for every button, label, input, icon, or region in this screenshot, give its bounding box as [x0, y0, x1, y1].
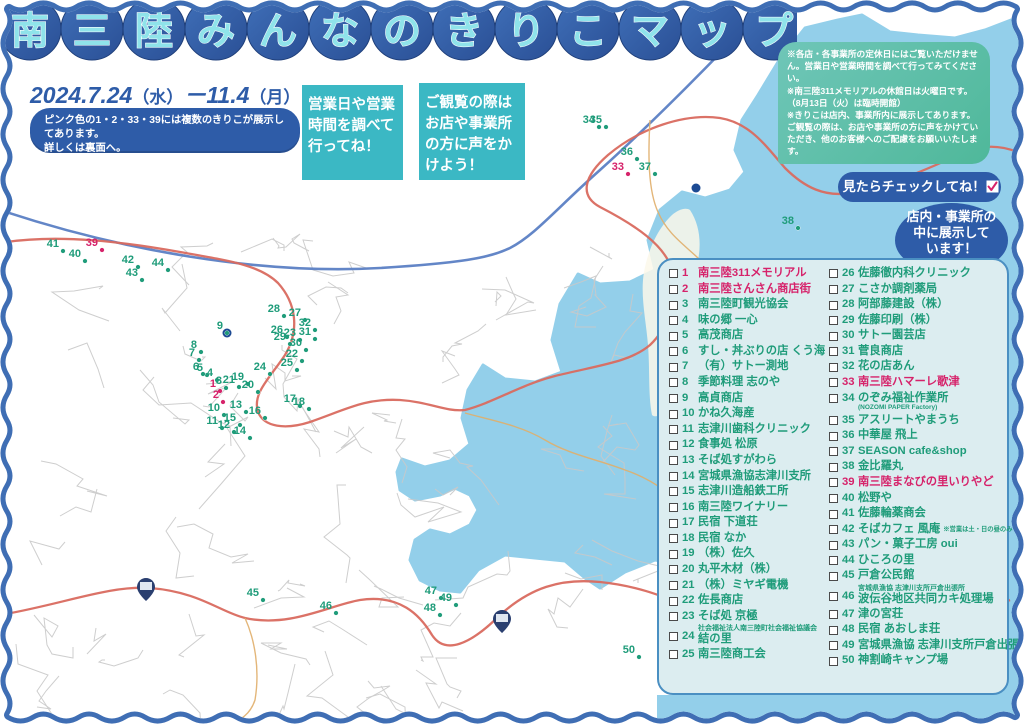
svg-text:49: 49 [440, 592, 452, 604]
svg-text:16: 16 [249, 405, 261, 417]
svg-text:39: 39 [86, 237, 98, 249]
svg-text:10: 10 [208, 402, 220, 414]
svg-text:11: 11 [206, 415, 218, 427]
svg-text:35: 35 [590, 114, 602, 126]
svg-text:6: 6 [193, 361, 199, 373]
svg-text:南: 南 [11, 11, 49, 53]
svg-text:き: き [445, 11, 483, 53]
svg-text:21: 21 [223, 374, 235, 386]
svg-text:25: 25 [281, 357, 293, 369]
svg-text:20: 20 [242, 379, 254, 391]
svg-text:ん: ん [259, 11, 297, 53]
svg-text:15: 15 [224, 412, 236, 424]
svg-text:の: の [383, 11, 421, 53]
svg-text:8: 8 [191, 339, 197, 351]
svg-text:50: 50 [623, 644, 635, 656]
svg-text:陸: 陸 [135, 11, 173, 53]
svg-text:38: 38 [782, 215, 794, 227]
svg-text:45: 45 [247, 587, 259, 599]
svg-text:2: 2 [213, 389, 219, 401]
svg-text:み: み [197, 11, 235, 53]
svg-text:44: 44 [152, 257, 165, 269]
svg-text:マ: マ [631, 11, 669, 53]
svg-text:41: 41 [47, 238, 59, 250]
svg-text:28: 28 [268, 303, 280, 315]
svg-text:9: 9 [217, 320, 223, 332]
svg-text:18: 18 [293, 396, 305, 408]
svg-text:48: 48 [424, 602, 436, 614]
svg-text:な: な [321, 11, 359, 53]
svg-text:36: 36 [621, 146, 633, 158]
svg-text:3: 3 [216, 375, 222, 387]
svg-text:30: 30 [290, 337, 302, 349]
svg-text:24: 24 [254, 361, 267, 373]
svg-text:47: 47 [425, 585, 437, 597]
svg-text:ッ: ッ [693, 11, 731, 53]
svg-text:37: 37 [639, 161, 651, 173]
svg-text:13: 13 [230, 399, 242, 411]
svg-text:40: 40 [69, 248, 81, 260]
svg-text:三: 三 [73, 11, 111, 53]
svg-text:43: 43 [126, 267, 138, 279]
svg-text:33: 33 [612, 161, 624, 173]
svg-text:こ: こ [569, 11, 607, 53]
svg-text:32: 32 [299, 317, 311, 329]
svg-text:29: 29 [274, 331, 286, 343]
svg-text:4: 4 [207, 367, 214, 379]
svg-text:り: り [507, 11, 545, 53]
svg-text:46: 46 [320, 600, 332, 612]
svg-text:14: 14 [234, 425, 247, 437]
svg-text:42: 42 [122, 254, 134, 266]
